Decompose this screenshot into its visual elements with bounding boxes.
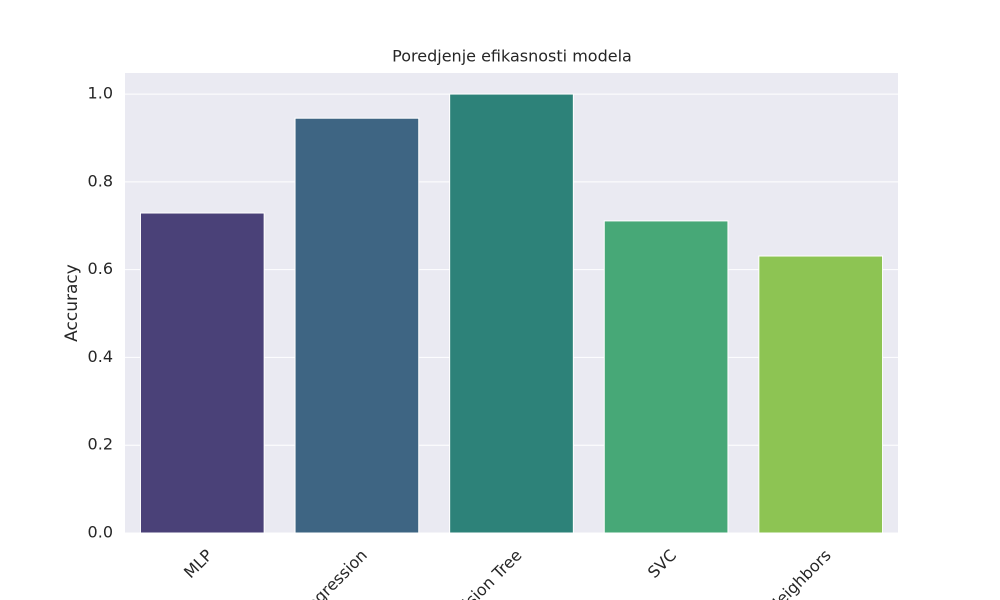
y-tick-label: 0.0 [88, 523, 113, 542]
bar [294, 117, 420, 534]
bar [449, 93, 574, 534]
x-tick-label: MLP [180, 545, 217, 582]
y-tick-label: 0.8 [88, 171, 113, 190]
x-tick-label: K-Nearest Neighbors [706, 546, 835, 600]
chart-title: Poredjenje efikasnosti modela [392, 47, 632, 66]
bar [758, 255, 884, 534]
y-tick-label: 0.6 [88, 259, 113, 278]
bar [603, 220, 729, 534]
y-tick-label: 1.0 [88, 84, 113, 103]
x-tick-label: Decision Tree [437, 546, 526, 600]
y-axis-label: Accuracy [62, 264, 82, 342]
y-tick-label: 0.2 [88, 435, 113, 454]
bar [139, 212, 265, 534]
x-tick-label: SVC [644, 546, 680, 582]
y-tick-label: 0.4 [88, 347, 113, 366]
x-tick-label: Logistic Regression [249, 546, 371, 600]
